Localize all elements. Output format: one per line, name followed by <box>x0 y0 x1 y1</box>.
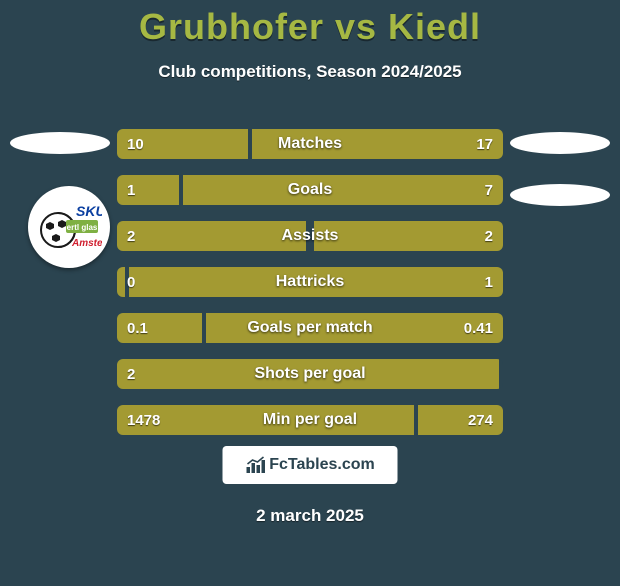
stat-bar-gap <box>499 359 503 389</box>
stat-bar-right <box>183 175 503 205</box>
stat-bar-gap <box>248 129 252 159</box>
stat-row: 1017Matches <box>117 129 503 159</box>
stat-value-right: 7 <box>485 175 493 205</box>
stat-bar-right <box>206 313 503 343</box>
stat-value-left: 1478 <box>127 405 160 435</box>
stat-value-left: 0 <box>127 267 135 297</box>
svg-text:SKU: SKU <box>76 203 102 219</box>
stat-value-left: 1 <box>127 175 135 205</box>
stat-value-left: 0.1 <box>127 313 148 343</box>
date-label: 2 march 2025 <box>0 506 620 526</box>
stat-bar-right <box>129 267 503 297</box>
stat-bar-gap <box>306 221 314 251</box>
stat-row: 1478274Min per goal <box>117 405 503 435</box>
stat-value-right: 274 <box>468 405 493 435</box>
stats-container: 1017Matches17Goals22Assists01Hattricks0.… <box>117 129 503 451</box>
branding-text: FcTables.com <box>269 456 375 474</box>
stat-bar-left <box>117 267 125 297</box>
stat-bar-left <box>117 359 499 389</box>
stat-bar-left <box>117 221 306 251</box>
branding-badge: FcTables.com <box>223 446 398 484</box>
stat-row: 22Assists <box>117 221 503 251</box>
stat-value-right: 1 <box>485 267 493 297</box>
stat-value-right: 0.41 <box>464 313 493 343</box>
stat-row: 2Shots per goal <box>117 359 503 389</box>
player-badge-placeholder-left <box>10 132 110 154</box>
stat-row: 01Hattricks <box>117 267 503 297</box>
stat-bar-right <box>252 129 503 159</box>
svg-text:ertl glas: ertl glas <box>67 223 98 232</box>
stat-value-right: 17 <box>476 129 493 159</box>
stat-value-left: 2 <box>127 221 135 251</box>
bar-chart-icon <box>245 456 265 474</box>
stat-bar-gap <box>179 175 183 205</box>
stat-value-right: 2 <box>485 221 493 251</box>
stat-bar-left <box>117 405 414 435</box>
club-badge-left: SKU ertl glas Amstetten <box>28 186 110 268</box>
club-logo-icon: SKU ertl glas Amstetten <box>36 194 102 260</box>
svg-text:Amstetten: Amstetten <box>71 238 102 249</box>
player-badge-placeholder-right-1 <box>510 132 610 154</box>
stat-value-left: 10 <box>127 129 144 159</box>
stat-bar-gap <box>202 313 206 343</box>
stat-row: 17Goals <box>117 175 503 205</box>
page-title: Grubhofer vs Kiedl <box>0 6 620 48</box>
stat-row: 0.10.41Goals per match <box>117 313 503 343</box>
stat-bar-gap <box>414 405 418 435</box>
player-badge-placeholder-right-2 <box>510 184 610 206</box>
stat-value-left: 2 <box>127 359 135 389</box>
page-subtitle: Club competitions, Season 2024/2025 <box>0 62 620 82</box>
stat-bar-right <box>314 221 503 251</box>
